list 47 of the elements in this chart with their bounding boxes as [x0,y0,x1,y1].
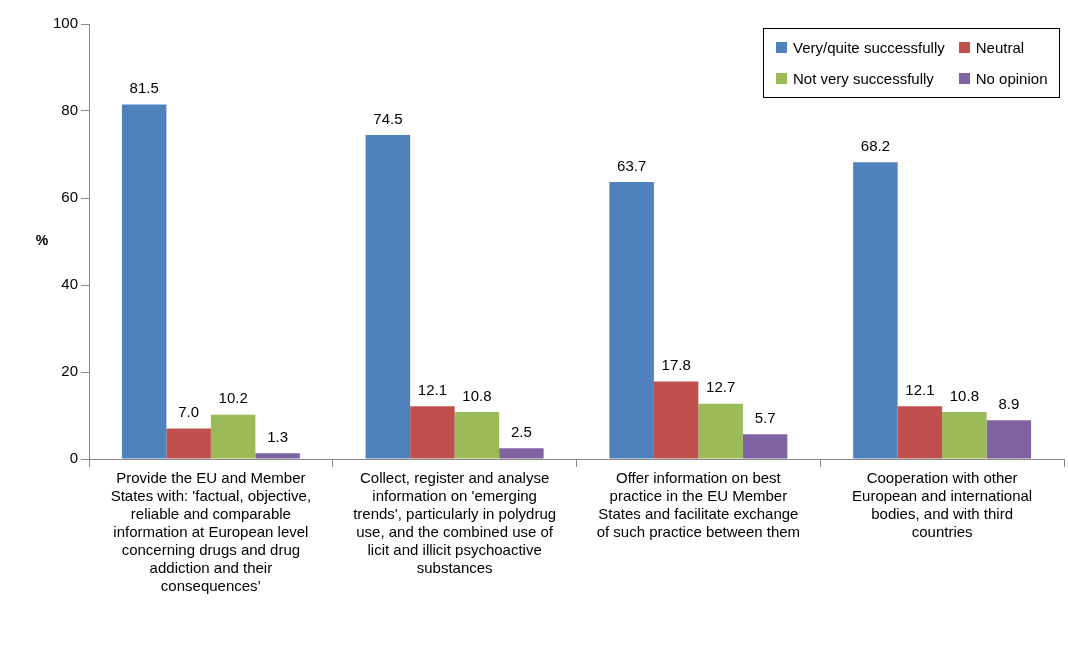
data-label: 1.3 [267,427,289,445]
bar [210,414,256,459]
x-tick-label: Provide the EU and Member States with: 'factual, objective, reliable and comparable information at European level concerning drugs and drug addiction and their consequences’ [110,469,312,595]
bar [121,104,167,459]
bar [653,381,699,459]
legend-label: Neutral [975,39,1025,56]
bar [166,428,211,459]
y-tick-label: 40 [61,275,79,293]
bar [698,403,743,459]
data-label: 81.5 [129,79,159,97]
data-label: 5.7 [754,408,776,426]
bar [255,453,300,459]
bar [742,434,788,459]
data-label: 7.0 [178,403,200,421]
bar [897,406,943,459]
data-label: 10.8 [949,386,979,404]
legend-label: Very/quite successfully [793,39,945,56]
data-label: 17.8 [661,356,691,374]
data-label: 2.5 [510,422,532,440]
x-tick-label: Collect, register and analyse information on 'emerging trends', particularly in polydrug use, and the combined use of licit and illicit psychoactive substances [353,469,557,577]
legend-label: No opinion [975,70,1048,87]
bar [365,134,411,459]
data-label: 74.5 [373,109,403,127]
bar [454,412,500,459]
data-label: 8.9 [998,394,1020,412]
x-tick-label: Offer information on best practice in the EU Member States and facilitate exchange of such practice between them [596,469,801,541]
y-tick-label: 60 [61,188,79,206]
bar [499,448,544,459]
bar [853,162,898,459]
bar [986,420,1032,459]
y-tick-label: 20 [61,362,79,380]
bar [410,406,455,459]
data-label: 12.1 [905,381,935,399]
bar [609,181,654,459]
y-tick-label: 0 [69,449,79,467]
y-axis-title: % [35,232,49,249]
x-tick-label: Cooperation with other European and international bodies, and with third countries [852,469,1033,541]
data-label: 12.1 [417,381,447,399]
y-tick-label: 80 [61,101,79,119]
data-label: 12.7 [706,378,736,396]
data-label: 63.7 [617,156,647,174]
data-label: 10.2 [218,389,248,407]
data-label: 10.8 [462,386,492,404]
bar [942,412,987,459]
y-tick-label: 100 [53,14,79,32]
legend-label: Not very successfully [793,70,934,87]
data-label: 68.2 [860,136,891,154]
